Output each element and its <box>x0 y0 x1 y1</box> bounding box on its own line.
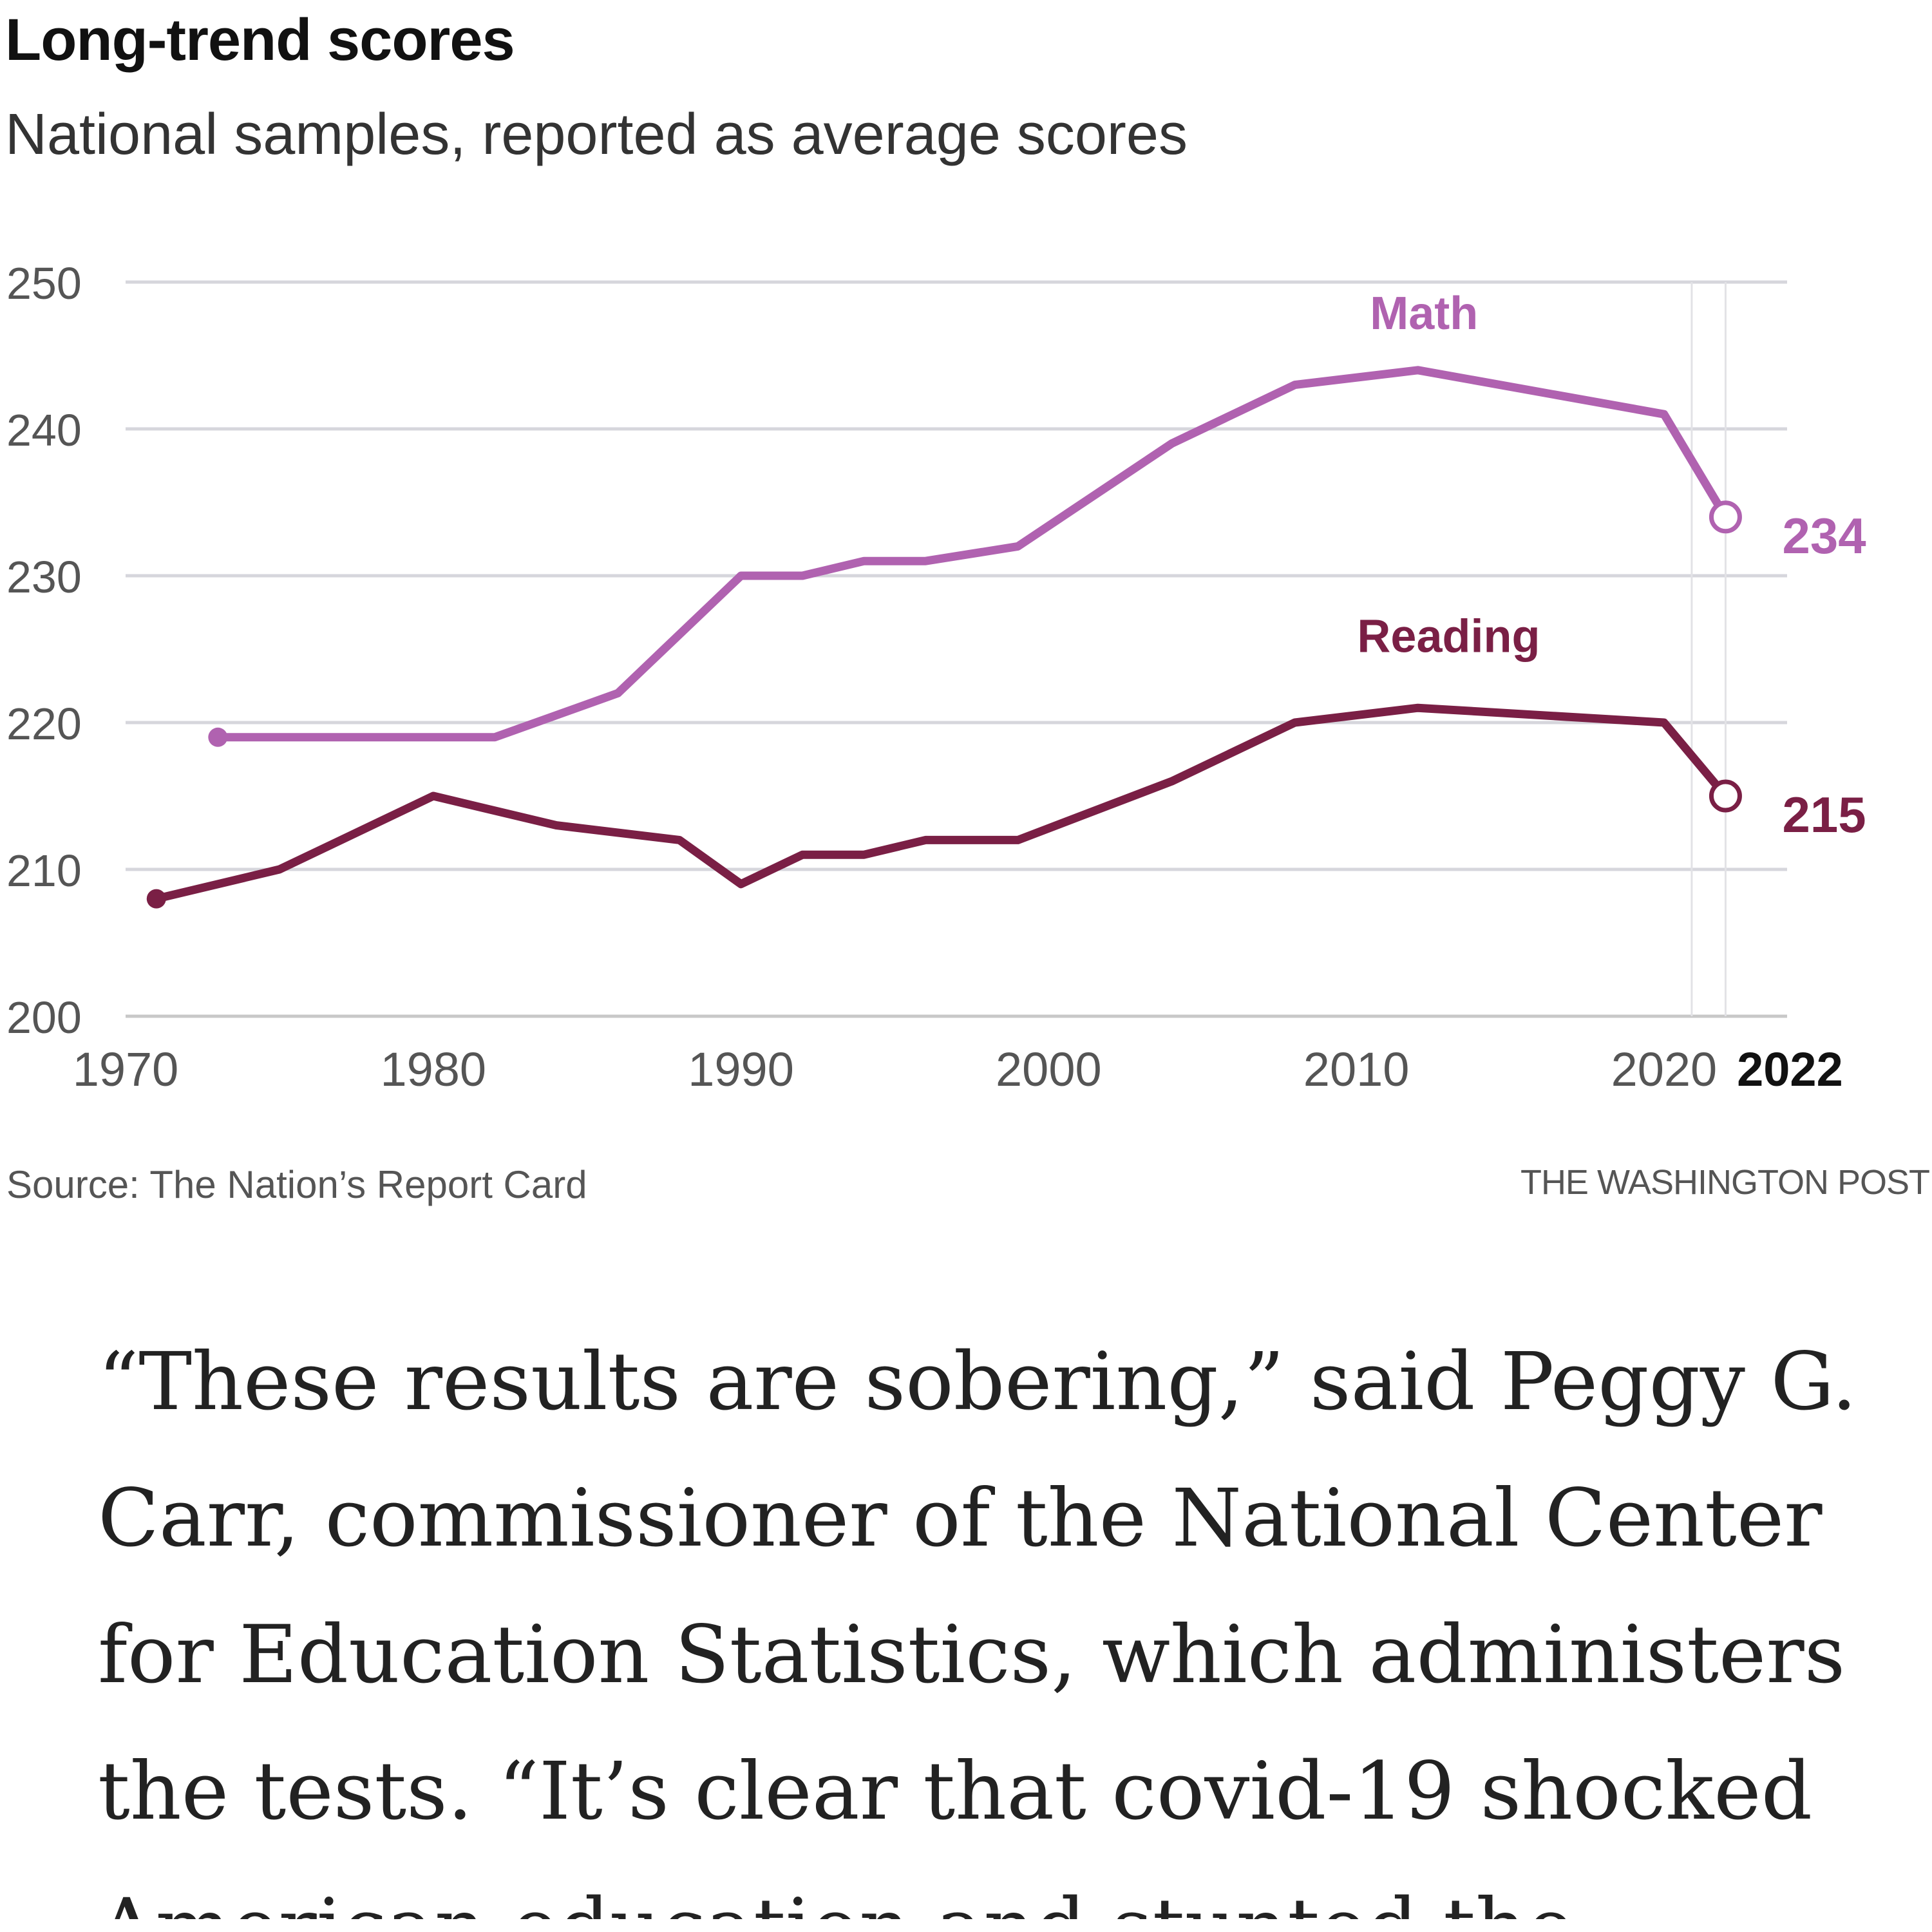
reading-end-label: 215 <box>1782 786 1866 843</box>
y-tick-label-210: 210 <box>6 846 82 896</box>
x-tick-label-2020: 2020 <box>1611 1043 1718 1096</box>
reading-series-label: Reading <box>1357 611 1540 663</box>
line-chart: 200 210 220 230 240 250 1970 1980 1990 2000 2010 20… <box>6 258 1866 1096</box>
reading-point-2022 <box>1709 779 1742 813</box>
math-end-label: 234 <box>1782 507 1866 564</box>
x-tick-label-1980: 1980 <box>380 1043 486 1096</box>
y-tick-label-200: 200 <box>6 992 82 1043</box>
y-tick-label-250: 250 <box>6 258 82 308</box>
y-tick-label-230: 230 <box>6 552 82 602</box>
reading-line <box>152 703 1730 904</box>
x-tick-label-2022: 2022 <box>1737 1043 1843 1096</box>
math-line <box>213 366 1730 742</box>
x-tick-label-1970: 1970 <box>73 1043 179 1096</box>
source-note: Source: The Nation’s Report Card <box>6 1163 587 1206</box>
x-tick-label-2010: 2010 <box>1303 1043 1410 1096</box>
chart-title: Long-trend scores <box>5 7 515 73</box>
math-series-label: Math <box>1370 288 1478 339</box>
chart-subtitle: National samples, reported as average sc… <box>5 102 1188 167</box>
y-tick-label-240: 240 <box>6 405 82 455</box>
math-point-1973 <box>208 727 228 747</box>
article-paragraph: “These results are sobering,” said Peggy… <box>98 1336 1857 1919</box>
x-tick-label-1990: 1990 <box>688 1043 794 1096</box>
publisher-credit: THE WASHINGTON POST <box>1520 1163 1930 1202</box>
x-tick-label-2000: 2000 <box>996 1043 1102 1096</box>
math-point-2022 <box>1709 500 1742 534</box>
y-tick-label-220: 220 <box>6 699 82 749</box>
reading-point-1971 <box>146 889 166 909</box>
